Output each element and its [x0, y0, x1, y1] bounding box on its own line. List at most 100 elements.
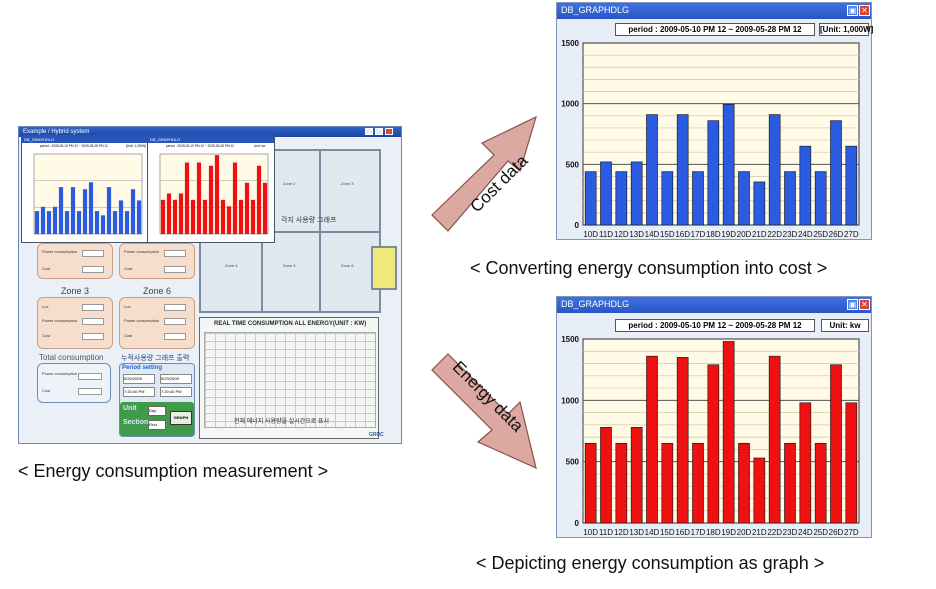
- zone-row-label: Cost: [42, 333, 51, 338]
- bar: [722, 341, 735, 524]
- mini-energy-chart: [159, 153, 269, 235]
- mini-bar: [130, 189, 136, 234]
- restore-icon[interactable]: ▣: [847, 299, 858, 310]
- mini-cost-chart: [33, 153, 143, 235]
- x-tick-label: 13D: [629, 230, 644, 239]
- bar: [661, 442, 674, 524]
- realtime-title: REAL TIME CONSUMPTION ALL ENERGY(UNIT : …: [214, 321, 367, 327]
- mini-bar: [178, 193, 184, 234]
- app-titlebar: Example / Hybrid system: [19, 127, 401, 137]
- zone-row-label: Power consumption: [124, 318, 160, 323]
- bar: [799, 402, 812, 524]
- zone-title: Zone 6: [142, 286, 172, 296]
- caption-bottom-right: < Depicting energy consumption as graph …: [476, 553, 825, 573]
- section-label: Section: [123, 419, 149, 426]
- power-field[interactable]: [164, 318, 186, 325]
- mini-bar: [244, 182, 250, 234]
- x-tick-label: 27D: [844, 528, 859, 537]
- energy-graph-window: DB_GRAPHDLG ▣ ✕ period : 2009-05-10 PM 1…: [556, 296, 872, 538]
- x-tick-label: 11D: [599, 528, 613, 537]
- cost-arrow: Cost data: [431, 115, 537, 232]
- bar: [630, 427, 643, 524]
- lux-field[interactable]: [82, 304, 104, 311]
- maximize-button[interactable]: [375, 128, 383, 135]
- y-tick-label: 500: [566, 160, 580, 169]
- bar: [784, 171, 796, 226]
- x-tick-label: 12D: [614, 528, 629, 537]
- cost-field[interactable]: [164, 266, 186, 273]
- cost-field[interactable]: [164, 333, 186, 340]
- bar: [738, 442, 750, 524]
- total-power-field[interactable]: [78, 373, 102, 380]
- x-tick-label: 13D: [629, 528, 644, 537]
- graph-button[interactable]: GRAPH: [170, 411, 192, 425]
- logo-text: GRRC: [369, 432, 384, 438]
- mini-unit: [Unit: 1,000W]: [126, 144, 147, 148]
- mini-bar: [52, 206, 58, 234]
- power-field[interactable]: [164, 250, 186, 257]
- date-from-field[interactable]: 5/20/2009: [123, 374, 155, 384]
- mini-bar: [40, 206, 46, 234]
- bar: [753, 457, 766, 524]
- date-to-field[interactable]: 5/23/2009: [160, 374, 192, 384]
- restore-icon[interactable]: ▣: [847, 5, 858, 16]
- room-label: Zone 6: [341, 263, 354, 268]
- x-tick-label: 20D: [737, 230, 752, 239]
- total-cost-field[interactable]: [78, 388, 102, 395]
- cost-window-titlebar: DB_GRAPHDLG ▣ ✕: [557, 3, 871, 19]
- x-tick-label: 25D: [813, 230, 828, 239]
- x-tick-label: 18D: [706, 230, 721, 239]
- mini-bar: [82, 189, 88, 234]
- mini-bar: [238, 199, 244, 234]
- graph-output-label: 누적사용량 그래프 출력: [121, 355, 190, 362]
- zone-title: Zone 3: [60, 286, 90, 296]
- cost-field[interactable]: [82, 333, 104, 340]
- lux-field[interactable]: [164, 304, 186, 311]
- mini-period: period : 2009-05-10 PM 12 ~ 2009-05-28 P…: [40, 144, 108, 148]
- bar: [768, 114, 781, 226]
- bar: [584, 171, 597, 226]
- room-label: Zone 4: [225, 263, 238, 268]
- time-from-field[interactable]: 7:20:40 PM: [123, 387, 155, 397]
- bar: [661, 171, 674, 226]
- bar: [830, 364, 842, 524]
- bar: [814, 171, 827, 226]
- x-tick-label: 16D: [675, 230, 690, 239]
- zone-row-label: Cost: [124, 266, 133, 271]
- mini-bar: [160, 199, 166, 234]
- x-tick-label: 17D: [691, 528, 706, 537]
- cost-field[interactable]: [82, 266, 104, 273]
- time-to-field[interactable]: 7:20:40 PM: [160, 387, 192, 397]
- zone-panel-zone6: Zone 6 Lux Power consumption Cost: [119, 286, 195, 349]
- x-tick-label: 26D: [829, 528, 844, 537]
- mini-bar: [190, 199, 196, 234]
- energy-bar-chart: 0 500 1000 1500 10D 11D 12D 13D 14D 15D 16D 17D 18D 1…: [561, 335, 860, 537]
- power-field[interactable]: [82, 318, 104, 325]
- section-select[interactable]: Find: [148, 420, 166, 430]
- room-label: Zone 3: [341, 181, 354, 186]
- bar: [630, 161, 643, 226]
- unit-select[interactable]: Day: [148, 406, 166, 416]
- mini-bar: [226, 206, 232, 234]
- bar: [646, 114, 658, 226]
- bar: [768, 355, 781, 524]
- energy-period-label: period : 2009-05-10 PM 12 ~ 2009-05-28 P…: [615, 319, 815, 332]
- x-tick-label: 17D: [691, 230, 706, 239]
- realtime-note: 전체 에너지 사용량을 실시간으로 표시: [234, 419, 329, 425]
- y-tick-label: 1000: [561, 396, 579, 405]
- mini-bar: [76, 211, 82, 234]
- close-button[interactable]: [385, 128, 393, 135]
- close-icon[interactable]: ✕: [859, 299, 870, 310]
- mini-bar: [136, 200, 142, 234]
- x-tick-label: 12D: [614, 230, 629, 239]
- mini-bar: [94, 211, 100, 234]
- app-title: Example / Hybrid system: [23, 129, 90, 135]
- power-field[interactable]: [82, 250, 104, 257]
- x-tick-label: 11D: [599, 230, 613, 239]
- minimize-button[interactable]: [365, 128, 373, 135]
- room-label: Zone 5: [283, 263, 296, 268]
- mini-period: period : 2009-05-10 PM 12 ~ 2009-05-28 P…: [166, 144, 234, 148]
- close-icon[interactable]: ✕: [859, 5, 870, 16]
- usage-graph-label: 각지 사용량 그래프: [281, 217, 337, 224]
- realtime-grid: [204, 332, 376, 428]
